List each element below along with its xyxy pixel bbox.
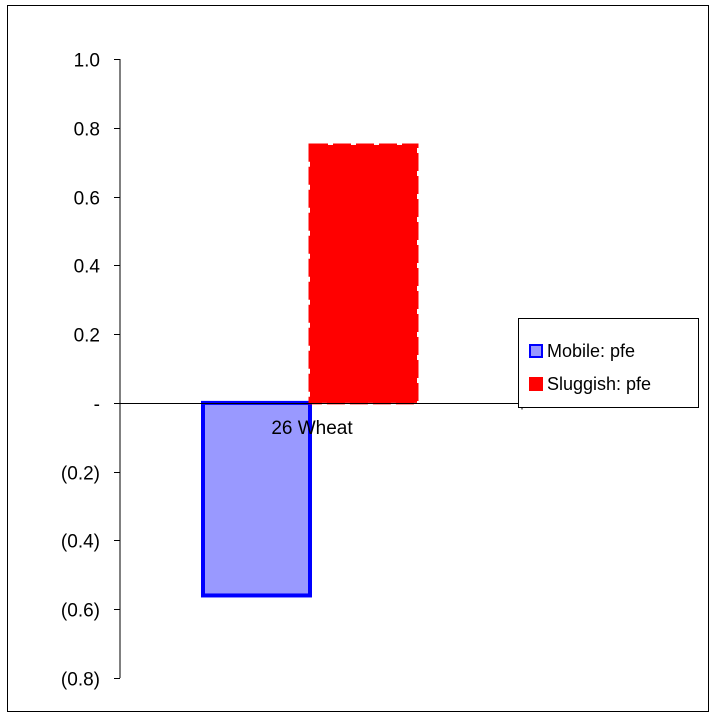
y-tick-label: - xyxy=(94,395,100,416)
y-tick-label: 0.4 xyxy=(74,257,101,278)
bar-sluggish xyxy=(308,143,419,405)
legend-label-sluggish: Sluggish: pfe xyxy=(547,373,652,394)
labels: 1.0 0.8 0.6 0.4 0.2 - (0.2) (0.4) (0.6) (0.8) 26 W… xyxy=(61,51,353,691)
legend-swatch-sluggish xyxy=(529,377,543,391)
y-tick-label: (0.2) xyxy=(61,464,100,485)
y-tick-label: (0.4) xyxy=(61,532,100,553)
category-label: 26 Wheat xyxy=(271,418,353,439)
y-tick-label: 0.2 xyxy=(74,326,100,347)
axes xyxy=(114,59,121,679)
y-tick-label: 1.0 xyxy=(74,51,100,72)
legend-swatch-mobile xyxy=(529,344,543,358)
legend-item-sluggish: Sluggish: pfe xyxy=(529,372,651,396)
y-tick-label: 0.8 xyxy=(74,120,100,141)
y-tick-label: (0.6) xyxy=(61,601,100,622)
y-tick-label: (0.8) xyxy=(61,670,100,691)
y-tick-label: 0.6 xyxy=(74,189,100,210)
bars xyxy=(120,143,523,598)
bar-mobile xyxy=(201,400,312,598)
legend: Mobile: pfe Sluggish: pfe xyxy=(518,318,699,408)
legend-label-mobile: Mobile: pfe xyxy=(547,340,636,361)
legend-item-mobile: Mobile: pfe xyxy=(529,339,635,363)
